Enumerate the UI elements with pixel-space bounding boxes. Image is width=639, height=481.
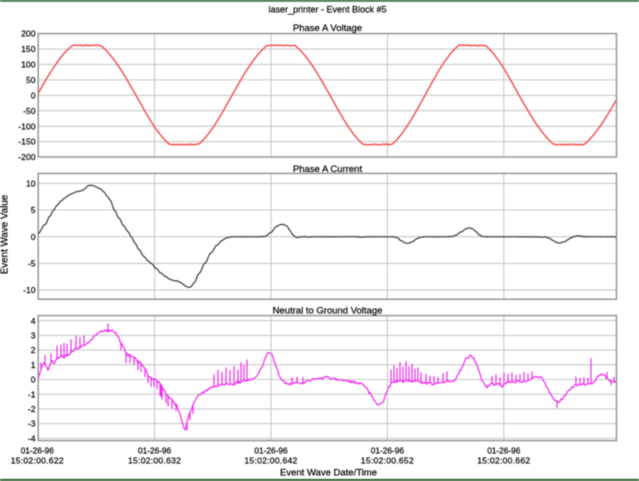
svg-text:laser_printer - Event Block #5: laser_printer - Event Block #5 [268, 5, 386, 15]
svg-text:Neutral to Ground Voltage: Neutral to Ground Voltage [273, 306, 383, 317]
svg-text:3: 3 [31, 331, 36, 341]
svg-text:01-26-96: 01-26-96 [371, 445, 405, 455]
svg-text:-100: -100 [18, 121, 35, 131]
svg-text:Phase A Current: Phase A Current [293, 164, 363, 175]
svg-text:15:02:00.622: 15:02:00.622 [11, 455, 64, 465]
svg-text:Phase A Voltage: Phase A Voltage [293, 23, 362, 34]
svg-text:-50: -50 [23, 106, 36, 116]
svg-text:10: 10 [26, 178, 36, 188]
svg-text:2: 2 [31, 345, 36, 355]
svg-text:0: 0 [31, 90, 36, 100]
svg-text:01-26-96: 01-26-96 [487, 445, 521, 455]
svg-text:15:02:00.652: 15:02:00.652 [361, 455, 414, 465]
svg-text:Event Wave Date/Time: Event Wave Date/Time [280, 468, 377, 479]
svg-text:01-26-96: 01-26-96 [138, 445, 172, 455]
svg-text:01-26-96: 01-26-96 [254, 445, 288, 455]
svg-text:01-26-96: 01-26-96 [21, 445, 55, 455]
svg-text:-5: -5 [28, 259, 36, 269]
svg-text:4: 4 [31, 316, 36, 326]
svg-text:15:02:00.632: 15:02:00.632 [128, 455, 181, 465]
svg-text:50: 50 [26, 75, 36, 85]
svg-text:100: 100 [21, 60, 36, 70]
svg-text:-2: -2 [28, 404, 36, 414]
svg-text:5: 5 [31, 205, 36, 215]
svg-text:0: 0 [31, 375, 36, 385]
svg-text:200: 200 [21, 29, 36, 39]
svg-text:-150: -150 [18, 137, 35, 147]
svg-text:0: 0 [31, 232, 36, 242]
svg-text:1: 1 [31, 360, 36, 370]
svg-text:-3: -3 [28, 419, 36, 429]
svg-text:150: 150 [21, 44, 36, 54]
svg-text:-1: -1 [28, 389, 36, 399]
svg-text:-4: -4 [28, 433, 36, 443]
svg-text:-200: -200 [18, 152, 35, 162]
svg-text:15:02:00.662: 15:02:00.662 [477, 455, 530, 465]
svg-text:15:02:00.642: 15:02:00.642 [244, 455, 297, 465]
svg-text:Event Wave Value: Event Wave Value [0, 194, 10, 274]
svg-text:-10: -10 [23, 285, 36, 295]
